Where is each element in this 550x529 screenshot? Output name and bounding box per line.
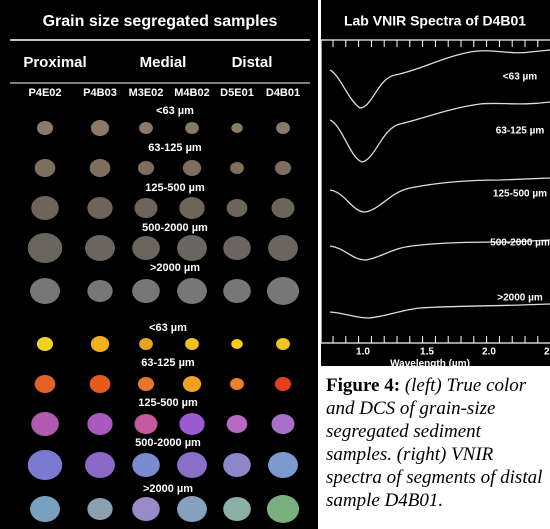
sample-dcs: [267, 495, 299, 523]
sample-dcs: [35, 375, 56, 393]
sample-photo: [132, 279, 160, 303]
spectrum-label: 125-500 µm: [493, 189, 547, 200]
sample-dcs: [37, 337, 53, 351]
size-label: 500-2000 µm: [135, 437, 201, 449]
sample-dcs: [275, 377, 291, 391]
spectrum-label: 500-2000 µm: [490, 238, 550, 249]
size-label: 63-125 µm: [148, 142, 202, 154]
page: Grain size segregated samples Lab VNIR S…: [0, 0, 550, 529]
sample-dcs: [87, 498, 112, 520]
sample-dcs: [132, 453, 160, 477]
sample-dcs: [91, 336, 109, 352]
sample-photo: [231, 123, 243, 133]
sample-photo: [272, 198, 295, 218]
sample-photo: [275, 161, 291, 175]
x-tick-label: 2.5: [544, 347, 550, 358]
sample-photo: [223, 279, 251, 303]
sample-dcs: [87, 413, 112, 435]
sample-dcs: [231, 339, 243, 349]
sample-label: P4E02: [28, 87, 61, 99]
x-axis-label: Wavelength (µm): [390, 359, 470, 370]
sample-dcs: [85, 452, 115, 478]
sample-photo: [223, 236, 251, 260]
sample-photo: [28, 233, 63, 263]
sample-dcs: [31, 412, 59, 436]
size-label: <63 µm: [149, 322, 187, 334]
sample-dcs: [177, 452, 207, 478]
sample-photo: [183, 160, 201, 176]
left-title: Grain size segregated samples: [43, 13, 278, 30]
sample-dcs: [177, 496, 207, 522]
sample-dcs: [135, 414, 158, 434]
sample-label: P4B03: [83, 87, 117, 99]
sample-dcs: [90, 375, 111, 393]
sample-label: D5E01: [220, 87, 254, 99]
sample-photo: [276, 122, 290, 134]
sample-photo: [85, 235, 115, 261]
sample-label: D4B01: [266, 87, 300, 99]
sample-photo: [87, 280, 112, 302]
sample-dcs: [268, 452, 298, 478]
sample-dcs: [179, 413, 204, 435]
sample-dcs: [276, 338, 290, 350]
sample-dcs: [28, 450, 63, 480]
sample-dcs: [139, 338, 153, 350]
size-label: <63 µm: [156, 105, 194, 117]
sample-photo: [185, 122, 199, 134]
sample-label: M3E02: [129, 87, 164, 99]
sample-dcs: [272, 414, 295, 434]
caption-label: Figure 4:: [326, 375, 400, 396]
sample-photo: [135, 198, 158, 218]
sample-dcs: [30, 496, 60, 522]
sample-photo: [35, 159, 56, 177]
spectrum-label: 63-125 µm: [496, 126, 545, 137]
sample-dcs: [223, 497, 251, 521]
sample-dcs: [132, 497, 160, 521]
sample-photo: [139, 122, 153, 134]
sample-photo: [90, 159, 111, 177]
size-label: >2000 µm: [150, 262, 200, 274]
sample-label: M4B02: [174, 87, 209, 99]
x-tick-label: 2.0: [482, 347, 496, 358]
group-label: Distal: [232, 54, 273, 71]
sample-photo: [177, 235, 207, 261]
right-panel: [321, 0, 550, 366]
group-label: Proximal: [23, 54, 86, 71]
sample-photo: [37, 121, 53, 135]
sample-photo: [227, 199, 248, 217]
size-label: 125-500 µm: [145, 182, 205, 194]
right-title: Lab VNIR Spectra of D4B01: [344, 13, 526, 29]
spectrum-label: >2000 µm: [497, 293, 543, 304]
sample-photo: [230, 162, 244, 174]
sample-photo: [87, 197, 112, 219]
sample-photo: [177, 278, 207, 304]
sample-dcs: [183, 376, 201, 392]
size-label: 500-2000 µm: [142, 222, 208, 234]
sample-photo: [138, 161, 154, 175]
x-tick-label: 1.0: [356, 347, 370, 358]
sample-photo: [132, 236, 160, 260]
size-label: >2000 µm: [143, 483, 193, 495]
group-label: Medial: [140, 54, 187, 71]
sample-dcs: [138, 377, 154, 391]
sample-photo: [179, 197, 204, 219]
sample-dcs: [223, 453, 251, 477]
spectrum-label: <63 µm: [503, 72, 538, 83]
size-label: 63-125 µm: [141, 357, 195, 369]
x-tick-label: 1.5: [420, 347, 434, 358]
sample-photo: [268, 235, 298, 261]
sample-photo: [30, 278, 60, 304]
size-label: 125-500 µm: [138, 397, 198, 409]
sample-photo: [267, 277, 299, 305]
sample-dcs: [227, 415, 248, 433]
sample-photo: [31, 196, 59, 220]
sample-dcs: [230, 378, 244, 390]
sample-dcs: [185, 338, 199, 350]
figure-caption: Figure 4: (left) True color and DCS of g…: [326, 374, 548, 529]
sample-photo: [91, 120, 109, 136]
